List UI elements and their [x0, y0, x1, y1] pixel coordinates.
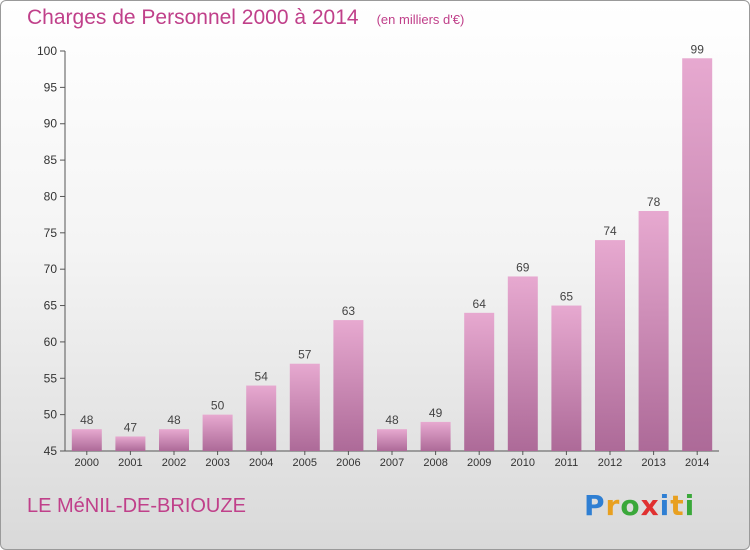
x-tick-label: 2001 — [118, 457, 142, 469]
bar[interactable] — [638, 211, 669, 451]
bar[interactable] — [682, 58, 713, 451]
logo-letter: t — [670, 489, 685, 522]
bar[interactable] — [377, 429, 407, 451]
bar[interactable] — [115, 436, 146, 451]
y-tick-label: 80 — [44, 189, 58, 203]
bar-value-label: 65 — [560, 290, 574, 304]
x-tick-label: 2014 — [685, 457, 709, 469]
logo-letter: x — [640, 489, 660, 522]
x-tick-label: 2000 — [75, 457, 99, 469]
x-tick-label: 2012 — [598, 457, 622, 469]
bar[interactable] — [333, 320, 364, 451]
y-tick-label: 45 — [44, 444, 58, 458]
bar[interactable] — [551, 305, 582, 451]
y-tick-label: 85 — [44, 153, 58, 167]
y-tick-label: 55 — [44, 371, 58, 385]
y-tick-label: 75 — [44, 226, 58, 240]
x-tick-label: 2005 — [293, 457, 317, 469]
bar[interactable] — [595, 240, 625, 451]
bar[interactable] — [420, 421, 451, 451]
bar[interactable] — [159, 429, 189, 451]
y-tick-label: 50 — [44, 408, 58, 422]
commune-name: LE MéNIL-DE-BRIOUZE — [27, 495, 246, 517]
proxiti-logo[interactable]: Proxiti — [584, 489, 695, 522]
bar-value-label: 48 — [385, 413, 399, 427]
bar-value-label: 50 — [211, 399, 225, 413]
x-tick-label: 2007 — [380, 457, 404, 469]
x-tick-label: 2008 — [423, 457, 447, 469]
x-tick-label: 2009 — [467, 457, 491, 469]
x-tick-label: 2006 — [336, 457, 360, 469]
x-tick-label: 2003 — [205, 457, 229, 469]
y-tick-label: 90 — [44, 117, 58, 131]
y-tick-label: 70 — [44, 262, 58, 276]
y-tick-label: 100 — [37, 44, 57, 58]
bar-value-label: 63 — [342, 304, 356, 318]
bar[interactable] — [71, 429, 102, 451]
bar-value-label: 48 — [80, 413, 94, 427]
chart-title: Charges de Personnel 2000 à 2014 (en mill… — [27, 6, 464, 30]
logo-letter: P — [584, 489, 606, 522]
bar[interactable] — [289, 363, 320, 451]
bar-value-label: 49 — [429, 406, 443, 420]
chart-bars — [71, 58, 713, 451]
bar-value-label: 78 — [647, 195, 661, 209]
bar-value-label: 57 — [298, 348, 312, 362]
bar-value-label: 74 — [603, 224, 617, 238]
bar[interactable] — [507, 276, 538, 451]
x-tick-label: 2004 — [249, 457, 273, 469]
logo-letter: r — [605, 489, 621, 522]
chart-title-unit: (en milliers d'€) — [376, 12, 465, 27]
bar-value-label: 69 — [516, 260, 530, 274]
bar[interactable] — [202, 414, 233, 451]
x-tick-label: 2010 — [511, 457, 535, 469]
bar[interactable] — [464, 312, 495, 451]
logo-letter: i — [684, 489, 696, 522]
logo-letter: o — [620, 489, 641, 522]
y-tick-label: 60 — [44, 335, 58, 349]
bar-value-label: 48 — [167, 413, 181, 427]
x-tick-label: 2011 — [555, 457, 579, 469]
chart-title-text: Charges de Personnel 2000 à 2014 — [27, 6, 359, 29]
bar-value-label: 47 — [124, 420, 138, 434]
bar-value-label: 54 — [255, 370, 269, 384]
x-tick-label: 2013 — [641, 457, 665, 469]
bar[interactable] — [246, 385, 277, 451]
x-tick-label: 2002 — [162, 457, 186, 469]
chart-labels: 48 47 48 50 54 57 63 48 49 64 69 65 74 78 99 — [80, 42, 704, 434]
y-tick-label: 95 — [44, 80, 58, 94]
bar-value-label: 99 — [691, 42, 705, 56]
y-tick-label: 65 — [44, 299, 58, 313]
logo-letter: i — [659, 489, 671, 522]
bar-value-label: 64 — [473, 297, 487, 311]
